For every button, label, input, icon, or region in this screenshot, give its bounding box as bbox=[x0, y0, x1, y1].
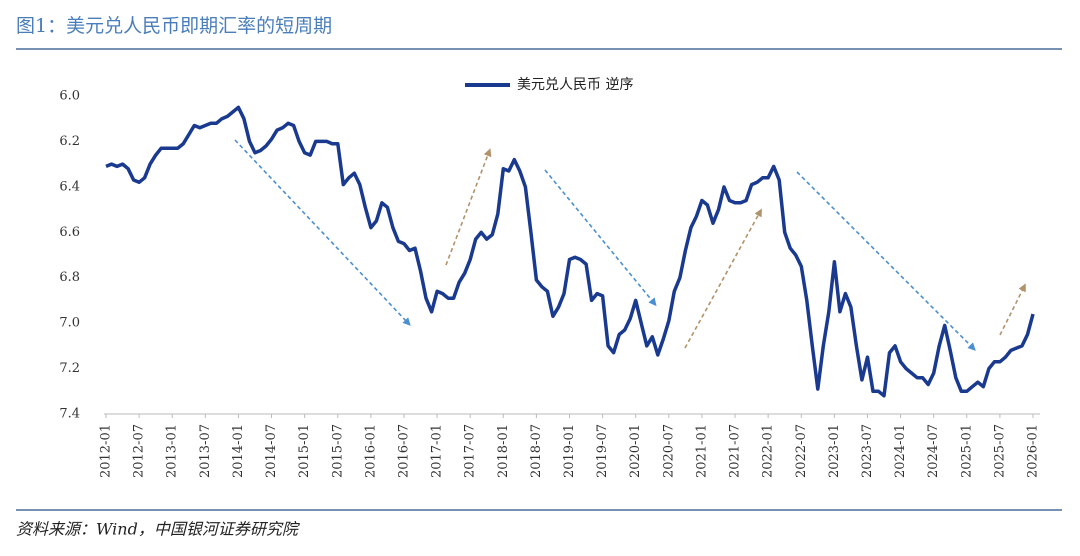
y-tick-label: 6.2 bbox=[59, 134, 80, 149]
x-tick-label: 2024-07 bbox=[926, 424, 941, 478]
x-tick-label: 2025-01 bbox=[959, 424, 974, 478]
x-tick-label: 2026-01 bbox=[1026, 424, 1041, 478]
x-tick-label: 2014-07 bbox=[264, 424, 279, 478]
x-tick-label: 2021-07 bbox=[728, 424, 743, 478]
trend-arrow bbox=[544, 169, 657, 307]
annotations bbox=[234, 139, 1026, 351]
trend-arrow bbox=[796, 171, 976, 351]
x-tick-label: 2020-07 bbox=[661, 424, 676, 478]
legend-label: 美元兑人民币 逆序 bbox=[517, 77, 633, 93]
x-tick-label: 2015-07 bbox=[330, 424, 345, 478]
y-tick-label: 7.2 bbox=[59, 361, 80, 376]
x-tick-label: 2023-01 bbox=[827, 424, 842, 478]
x-tick-label: 2020-01 bbox=[628, 424, 643, 478]
x-tick-label: 2014-01 bbox=[231, 424, 246, 478]
y-tick-label: 6.0 bbox=[59, 89, 80, 104]
x-tick-label: 2012-01 bbox=[99, 424, 114, 478]
x-tick-label: 2016-01 bbox=[363, 424, 378, 478]
trend-arrow bbox=[234, 139, 411, 326]
source: 资料来源：Wind，中国银河证券研究院 bbox=[16, 520, 301, 539]
y-tick-label: 7.0 bbox=[59, 316, 80, 331]
chart-title: 图1：美元兑人民币即期汇率的短周期 bbox=[16, 15, 332, 37]
trend-arrow bbox=[999, 283, 1026, 336]
x-tick-label: 2013-07 bbox=[198, 424, 213, 478]
series-line bbox=[105, 105, 1035, 398]
x-tick-label: 2017-01 bbox=[430, 424, 445, 478]
x-tick-label: 2021-01 bbox=[694, 424, 709, 478]
x-tick-label: 2018-07 bbox=[529, 424, 544, 478]
x-tick-label: 2017-07 bbox=[463, 424, 478, 478]
x-tick-label: 2019-01 bbox=[562, 424, 577, 478]
y-tick-label: 6.4 bbox=[59, 179, 80, 194]
x-tick-label: 2015-01 bbox=[297, 424, 312, 478]
x-tick-label: 2013-01 bbox=[165, 424, 180, 478]
x-tick-label: 2022-01 bbox=[761, 424, 776, 478]
y-tick-label: 6.8 bbox=[59, 270, 80, 285]
trend-arrow bbox=[684, 208, 762, 349]
y-tick-label: 7.4 bbox=[59, 407, 80, 422]
trend-arrow bbox=[445, 148, 492, 266]
x-tick-label: 2025-07 bbox=[992, 424, 1007, 478]
x-tick-label: 2023-07 bbox=[860, 424, 875, 478]
x-tick-label: 2019-07 bbox=[595, 424, 610, 478]
x-tick-label: 2016-07 bbox=[396, 424, 411, 478]
x-tick-label: 2024-01 bbox=[893, 424, 908, 478]
x-tick-label: 2022-07 bbox=[794, 424, 809, 478]
x-tick-label: 2012-07 bbox=[132, 424, 147, 478]
y-tick-label: 6.6 bbox=[59, 225, 80, 240]
x-tick-label: 2018-01 bbox=[496, 424, 511, 478]
